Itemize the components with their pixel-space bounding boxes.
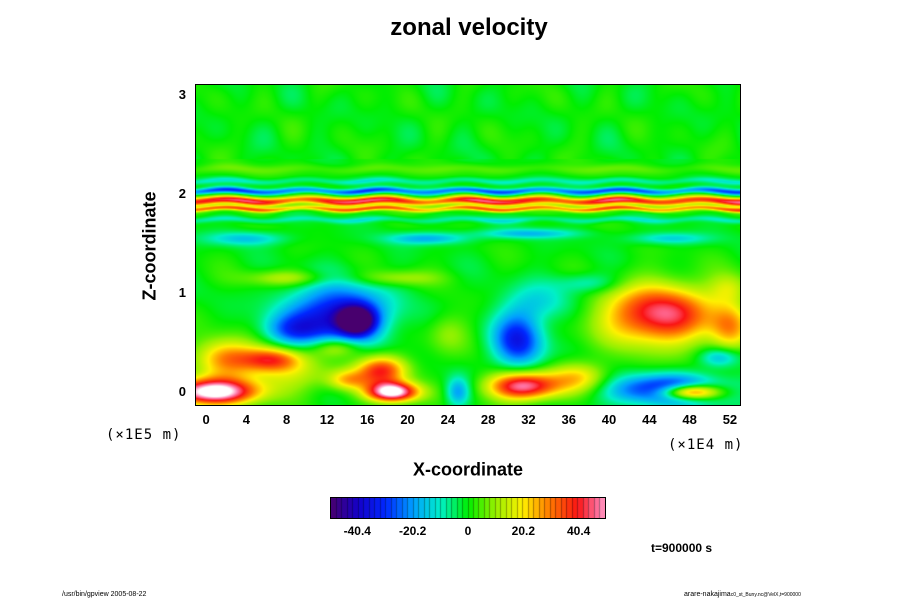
x-tick-label: 4 — [242, 412, 250, 427]
chart-title: zonal velocity — [390, 14, 548, 41]
footer-author: arare-nakajimac0_st_Buny.nc@VelX,t=90000… — [684, 591, 801, 598]
y-tick-label: 0 — [178, 384, 186, 400]
colorbar-tick-label: 40.4 — [567, 524, 591, 538]
x-tick-label: 0 — [202, 412, 210, 427]
footer-file-ref: c0_st_Buny.nc@VelX,t=900000 — [730, 592, 801, 598]
y-scale-note: (×1E5 m) — [106, 427, 182, 443]
plot-area — [195, 84, 741, 406]
colorbar-tick-label: -20.2 — [398, 524, 427, 538]
x-tick-label: 28 — [480, 412, 496, 427]
colorbar-tick-label: -40.4 — [343, 524, 371, 538]
x-scale-note: (×1E4 m) — [668, 437, 744, 453]
footer-command: /usr/bin/gpview 2005-08-22 — [62, 591, 147, 598]
time-label: t=900000 s — [651, 541, 713, 555]
y-tick-label: 1 — [178, 285, 186, 301]
x-tick-label: 12 — [319, 412, 335, 427]
x-tick-label: 24 — [440, 412, 456, 427]
colorbar-tick-label: 20.2 — [511, 524, 536, 538]
x-tick-label: 32 — [521, 412, 536, 427]
colorbar-tick-label: 0 — [464, 524, 472, 538]
x-tick-label: 8 — [283, 412, 291, 427]
colorbar-gradient — [331, 498, 605, 518]
heatmap-canvas — [196, 85, 740, 405]
footer-author-name: arare-nakajima — [684, 591, 731, 598]
colorbar — [330, 497, 606, 519]
x-tick-label: 48 — [682, 412, 697, 427]
y-axis-label: Z-coordinate — [139, 191, 160, 301]
x-tick-label: 16 — [360, 412, 375, 427]
y-tick-label: 3 — [178, 86, 186, 102]
x-tick-label: 44 — [642, 412, 657, 427]
y-tick-label: 2 — [178, 185, 186, 201]
x-tick-label: 36 — [561, 412, 576, 427]
x-axis-label: X-coordinate — [412, 459, 524, 480]
x-tick-label: 52 — [722, 412, 738, 427]
x-tick-label: 20 — [400, 412, 415, 427]
x-tick-label: 40 — [601, 412, 617, 427]
